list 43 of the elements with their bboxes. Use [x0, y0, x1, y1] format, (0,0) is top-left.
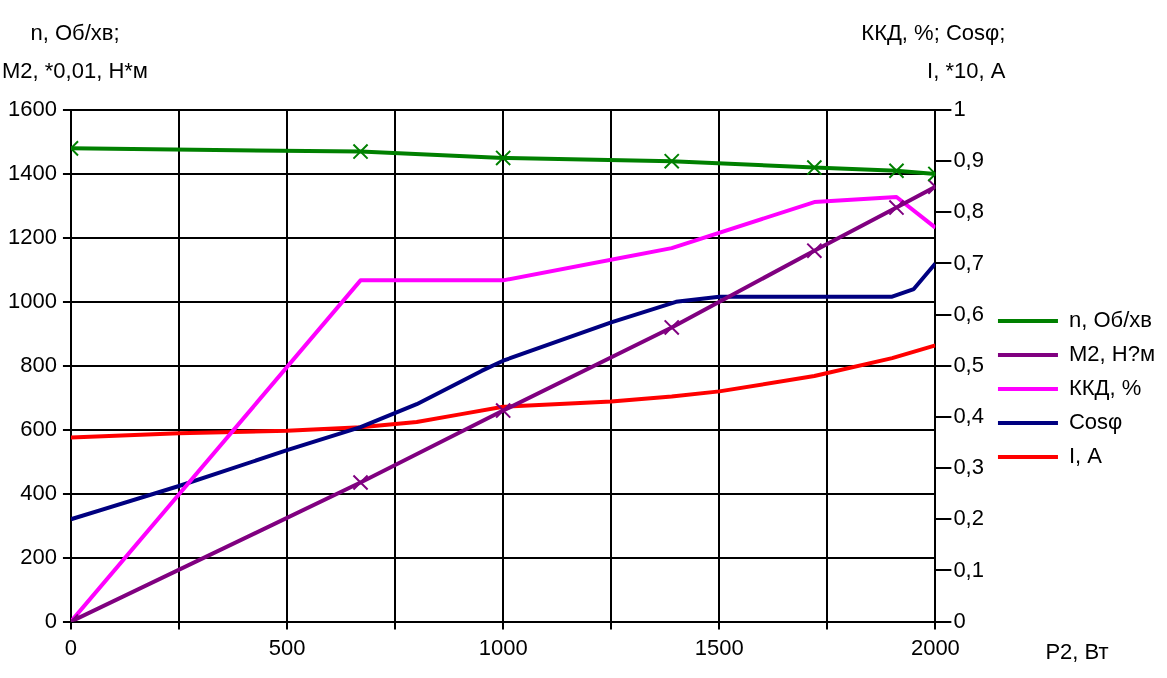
x-tick-label: 2000	[910, 634, 960, 660]
y2-tick-label: 0,6	[953, 300, 984, 326]
point	[663, 153, 680, 170]
y-tick-label: 400	[20, 479, 57, 505]
y2-tick-label: 0,1	[953, 556, 984, 582]
legend-label: M2, Н?м	[1068, 341, 1156, 367]
point	[888, 162, 905, 179]
x-tick-label: 1500	[694, 634, 744, 660]
y-tick-label: 1400	[7, 160, 57, 186]
point	[352, 474, 369, 491]
point	[495, 149, 512, 167]
y2-tick-label: 0,5	[953, 351, 984, 377]
y2-tick-label: 0,7	[953, 249, 984, 275]
x-tick-label: 0	[64, 634, 78, 660]
y2-tick-label: 0,2	[953, 505, 984, 531]
x-tick-label: 500	[268, 634, 306, 660]
legend-label: Cosφ	[1068, 409, 1123, 435]
y2-tick-label: 0,8	[953, 198, 984, 224]
point	[663, 319, 680, 336]
y-axis-title: n, Об/хв; M2, *0,01, Н*м	[2, 20, 148, 84]
legend-label: n, Об/хв	[1068, 307, 1152, 333]
y-tick-label: 1200	[7, 223, 57, 249]
y2-tick-label: 0,4	[953, 403, 984, 429]
point	[495, 402, 512, 419]
y2-axis-title: ККД, %; Cosφ; I, *10, А	[861, 20, 1006, 84]
point	[806, 159, 823, 176]
y-tick-label: 1600	[7, 96, 57, 122]
y-tick-label: 0	[44, 607, 57, 633]
y2-tick-label: 0,3	[953, 454, 984, 480]
y-tick-label: 1000	[7, 287, 57, 313]
x-tick-label: 1000	[478, 634, 528, 660]
point	[806, 242, 823, 259]
y2-tick-label: 0	[953, 607, 966, 633]
y-tick-label: 800	[20, 351, 57, 377]
x-axis-title: P2, Вт	[1045, 639, 1109, 665]
point	[352, 143, 369, 160]
point	[888, 199, 905, 216]
y-tick-label: 600	[20, 415, 57, 441]
y2-tick-label: 0,9	[953, 147, 984, 173]
y-tick-label: 200	[20, 543, 57, 569]
y2-tick-label: 1	[953, 96, 966, 122]
legend-label: I, А	[1068, 443, 1103, 469]
legend-label: ККД, %	[1068, 375, 1142, 401]
